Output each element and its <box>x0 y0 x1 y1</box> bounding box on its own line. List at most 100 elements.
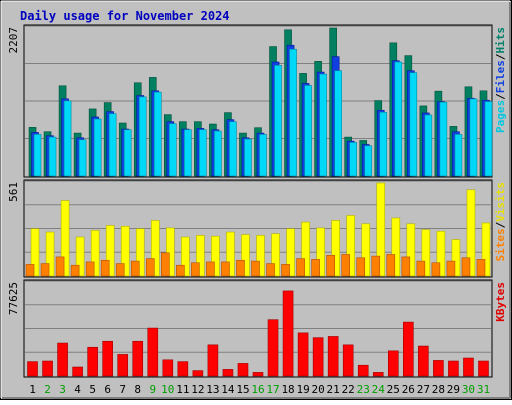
bar-sites-day-26 <box>401 256 411 277</box>
bar-pages-day-1 <box>33 134 42 177</box>
bar-visits-day-14 <box>226 231 235 277</box>
bar-kbytes-day-26 <box>403 321 414 377</box>
bar-sites-day-23 <box>356 257 366 277</box>
bar-visits-day-29 <box>451 239 461 277</box>
day-label: 29 <box>447 383 460 396</box>
bar-sites-day-14 <box>221 261 230 277</box>
legend-item: KBytes <box>494 282 507 322</box>
bar-sites-day-8 <box>130 260 140 277</box>
bar-visits-day-19 <box>301 221 310 277</box>
day-label: 11 <box>176 383 189 396</box>
legend-item: Files <box>494 60 507 93</box>
day-label: 6 <box>104 383 111 396</box>
day-label: 8 <box>134 383 141 396</box>
day-label: 15 <box>236 383 249 396</box>
bar-sites-day-15 <box>236 259 245 277</box>
bar-pages-day-9 <box>153 91 162 177</box>
bar-visits-day-20 <box>316 227 325 277</box>
bar-pages-day-17 <box>274 65 282 177</box>
bar-visits-day-18 <box>286 228 295 277</box>
day-label: 14 <box>221 383 235 396</box>
bar-visits-day-6 <box>105 225 115 277</box>
bar-sites-day-3 <box>55 256 65 277</box>
bar-kbytes-day-29 <box>448 360 459 377</box>
bar-visits-day-7 <box>120 225 130 277</box>
day-label: 3 <box>59 383 66 396</box>
bar-visits-day-5 <box>90 230 100 277</box>
day-label: 22 <box>342 383 355 396</box>
bar-pages-day-24 <box>379 111 388 177</box>
panel-legend: Sites/Visits <box>494 182 507 262</box>
bar-pages-day-30 <box>469 98 478 177</box>
bar-sites-day-30 <box>461 257 471 277</box>
bar-pages-day-8 <box>138 96 147 177</box>
bar-visits-day-22 <box>346 215 355 277</box>
bar-sites-day-20 <box>311 259 320 277</box>
legend-item: Visits <box>494 182 507 222</box>
bar-sites-day-17 <box>266 263 275 277</box>
bar-visits-day-23 <box>361 223 371 277</box>
series-pages <box>33 48 493 177</box>
day-label: 28 <box>432 383 445 396</box>
day-label: 2 <box>44 383 51 396</box>
bar-pages-day-6 <box>108 113 117 177</box>
bar-sites-day-31 <box>476 259 486 277</box>
chart-panels: 2207Pages/Files/Hits561Sites/Visits77625… <box>7 24 507 378</box>
day-label: 19 <box>296 383 309 396</box>
bar-kbytes-day-11 <box>177 361 189 377</box>
day-label: 1 <box>29 383 36 396</box>
bar-pages-day-15 <box>244 138 252 177</box>
bar-visits-day-26 <box>406 223 416 277</box>
bar-sites-day-1 <box>25 264 35 277</box>
bar-visits-day-3 <box>60 200 70 277</box>
legend-item: / <box>494 93 507 100</box>
bar-sites-day-11 <box>176 264 185 277</box>
day-label: 23 <box>357 383 370 396</box>
chart-title: Daily usage for November 2024 <box>20 9 230 23</box>
bar-kbytes-day-12 <box>192 370 204 377</box>
bar-sites-day-9 <box>145 258 155 277</box>
bar-kbytes-day-22 <box>342 344 354 377</box>
bar-visits-day-27 <box>421 229 431 277</box>
legend-item: / <box>494 221 507 228</box>
bar-kbytes-day-24 <box>372 372 384 377</box>
bar-kbytes-day-1 <box>27 361 38 377</box>
bar-sites-day-12 <box>191 262 200 277</box>
bar-kbytes-day-7 <box>117 354 129 377</box>
bar-kbytes-day-10 <box>162 359 174 377</box>
bar-visits-day-1 <box>30 228 40 277</box>
day-label: 18 <box>281 383 294 396</box>
bar-sites-day-6 <box>100 259 110 277</box>
bar-pages-day-12 <box>199 129 207 177</box>
day-label: 30 <box>462 383 475 396</box>
bar-visits-day-11 <box>181 236 190 277</box>
bar-pages-day-14 <box>229 121 237 177</box>
day-label: 5 <box>89 383 96 396</box>
legend-item: Pages <box>494 100 507 133</box>
bar-pages-day-18 <box>289 48 297 177</box>
legend-item: Hits <box>494 27 507 54</box>
bar-sites-day-18 <box>281 264 290 277</box>
bar-kbytes-day-27 <box>418 345 429 377</box>
bar-visits-day-10 <box>166 227 175 277</box>
series-visits <box>30 182 491 277</box>
bar-pages-day-21 <box>334 70 342 177</box>
bar-kbytes-day-2 <box>42 360 53 377</box>
bar-visits-day-31 <box>481 222 491 277</box>
bar-pages-day-19 <box>304 85 312 177</box>
bar-kbytes-day-14 <box>222 369 234 377</box>
bar-sites-day-21 <box>326 254 335 277</box>
bar-kbytes-day-28 <box>433 360 444 377</box>
day-label: 10 <box>161 383 174 396</box>
bar-visits-day-8 <box>135 228 145 277</box>
bar-visits-day-28 <box>436 230 446 277</box>
bar-kbytes-day-13 <box>207 344 219 377</box>
day-label: 16 <box>251 383 264 396</box>
day-label: 27 <box>417 383 430 396</box>
bar-kbytes-day-21 <box>327 336 339 377</box>
bar-kbytes-day-17 <box>267 319 279 377</box>
bar-kbytes-day-16 <box>252 372 264 377</box>
day-label: 12 <box>191 383 204 396</box>
bar-sites-day-4 <box>70 264 80 277</box>
bar-kbytes-day-15 <box>237 363 249 377</box>
